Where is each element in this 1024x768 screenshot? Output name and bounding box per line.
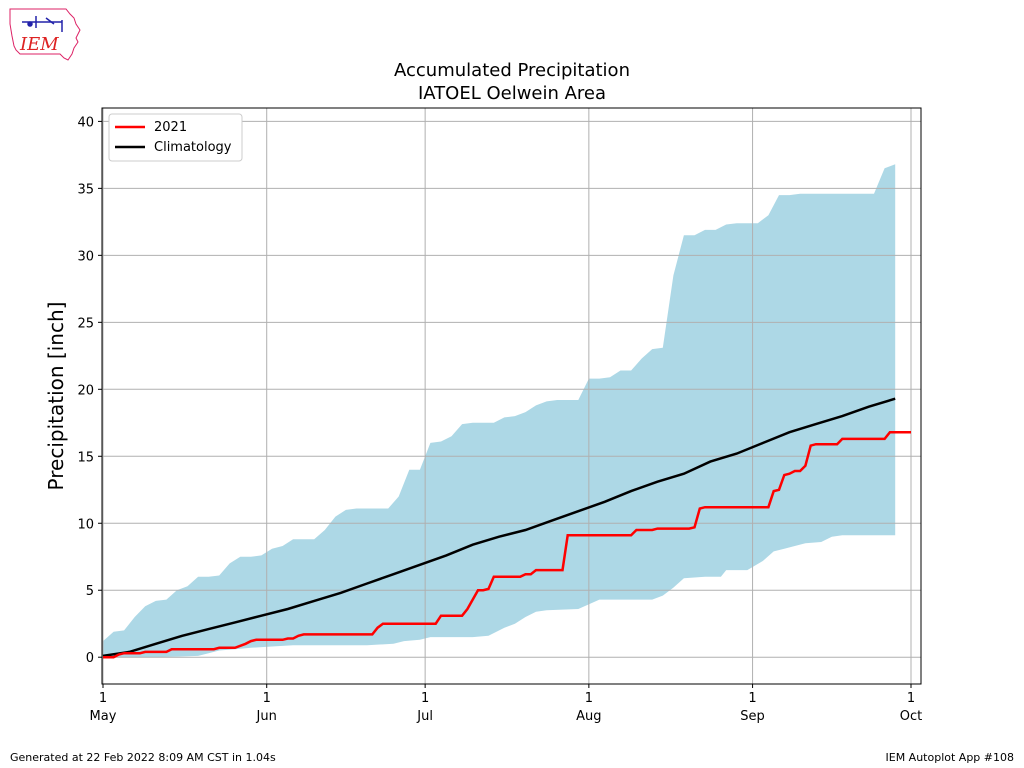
- x-axis: 1 May 1 Jun 1 Jul 1 Aug 1 Sep 1 Oct: [90, 684, 922, 724]
- chart-title: Accumulated Precipitation: [394, 60, 630, 81]
- app-id: IEM Autoplot App #108: [885, 751, 1015, 764]
- chart-subtitle: IATOEL Oelwein Area: [418, 83, 606, 104]
- x-tick-month: Jun: [256, 709, 277, 724]
- x-tick-label: 1: [748, 691, 756, 706]
- range-band: [103, 164, 896, 658]
- x-tick-month: Sep: [740, 709, 765, 724]
- climatology-line: [102, 397, 896, 658]
- x-tick-label: 1: [421, 691, 429, 706]
- plot-area: [101, 107, 922, 685]
- series-2021-line: [103, 430, 911, 659]
- y-tick-label: 25: [77, 316, 94, 331]
- y-tick-label: 20: [77, 383, 94, 398]
- y-tick-label: 35: [77, 182, 94, 197]
- y-axis: 0 5 10 15 20 25 30 35 40: [77, 115, 102, 666]
- legend-climatology-label: Climatology: [154, 140, 232, 155]
- x-tick-label: 1: [907, 691, 915, 706]
- y-tick-label: 15: [77, 450, 94, 465]
- x-tick-month: Aug: [576, 709, 601, 724]
- logo-text: IEM: [19, 34, 59, 55]
- y-tick-label: 0: [86, 651, 94, 666]
- legend: 2021 Climatology: [108, 113, 243, 162]
- generated-timestamp: Generated at 22 Feb 2022 8:09 AM CST in …: [10, 751, 276, 764]
- weather-symbols-icon: [22, 16, 63, 32]
- y-tick-label: 40: [77, 115, 94, 130]
- grid-lines: [102, 108, 921, 684]
- x-tick-month: May: [90, 709, 117, 724]
- plot-frame: [101, 107, 922, 685]
- x-tick-label: 1: [585, 691, 593, 706]
- legend-2021-label: 2021: [154, 120, 187, 135]
- x-tick-month: Oct: [900, 709, 922, 724]
- x-tick-label: 1: [263, 691, 271, 706]
- iem-logo: IEM: [9, 8, 81, 61]
- y-tick-label: 10: [77, 517, 94, 532]
- x-tick-label: 1: [99, 691, 107, 706]
- y-tick-label: 30: [77, 249, 94, 264]
- y-tick-label: 5: [86, 584, 94, 599]
- x-tick-month: Jul: [416, 709, 433, 724]
- y-axis-label: Precipitation [inch]: [44, 302, 68, 491]
